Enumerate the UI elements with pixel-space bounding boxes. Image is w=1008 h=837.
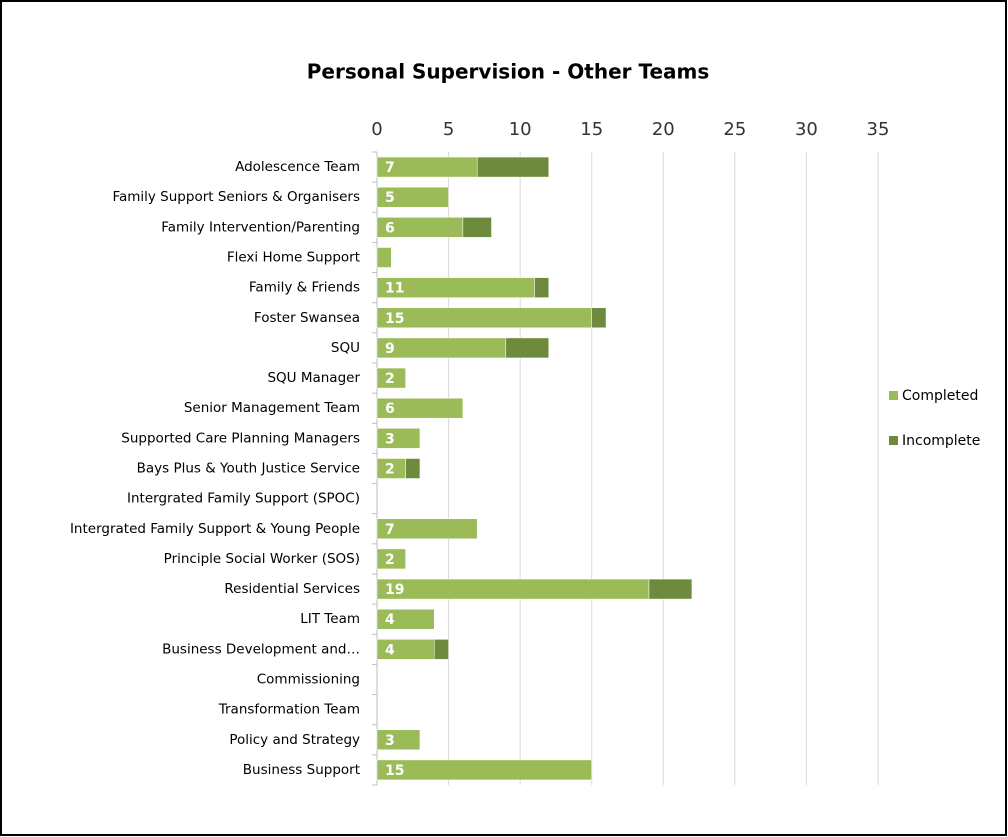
bar-segment bbox=[505, 337, 550, 359]
legend-label: Completed bbox=[902, 388, 978, 404]
category-label: Family Support Seniors & Organisers bbox=[112, 189, 360, 205]
category-label: Bays Plus & Youth Justice Service bbox=[137, 461, 360, 477]
category-label: Senior Management Team bbox=[184, 400, 360, 416]
data-label: 4 bbox=[385, 642, 395, 658]
x-tick-label: 35 bbox=[867, 119, 890, 140]
x-tick-label: 30 bbox=[795, 119, 818, 140]
bar-segment bbox=[376, 729, 421, 751]
category-label: SQU bbox=[331, 340, 360, 356]
bar-segment bbox=[376, 608, 435, 630]
bar-segment bbox=[376, 186, 449, 208]
bar-segment bbox=[376, 367, 406, 389]
x-tick-label: 20 bbox=[652, 119, 675, 140]
data-label: 7 bbox=[385, 160, 395, 176]
x-tick-label: 5 bbox=[443, 119, 454, 140]
data-label: 2 bbox=[385, 552, 395, 568]
bar-segment bbox=[405, 458, 421, 479]
category-label: Supported Care Planning Managers bbox=[121, 430, 360, 446]
bar-segment bbox=[376, 428, 421, 449]
data-label: 5 bbox=[385, 190, 395, 206]
data-label: 19 bbox=[385, 582, 404, 598]
data-label: 11 bbox=[385, 281, 404, 297]
bar-segment bbox=[376, 518, 478, 540]
category-label: LIT Team bbox=[300, 611, 360, 627]
data-label: 15 bbox=[385, 311, 404, 327]
data-label: 3 bbox=[385, 431, 395, 447]
data-label: 3 bbox=[385, 733, 395, 749]
bar-segment bbox=[476, 156, 550, 178]
bar-segment bbox=[376, 578, 650, 600]
legend-label: Incomplete bbox=[902, 433, 980, 449]
bar-segment bbox=[376, 548, 406, 570]
data-label: 15 bbox=[385, 763, 404, 779]
data-label: 2 bbox=[385, 371, 395, 387]
category-label: Foster Swansea bbox=[254, 310, 360, 326]
data-label: 7 bbox=[385, 522, 395, 538]
bar-segment bbox=[376, 759, 592, 781]
category-label: Intergrated Family Support & Young Peopl… bbox=[70, 521, 360, 537]
data-label: 2 bbox=[385, 462, 395, 478]
category-label: Commissioning bbox=[257, 672, 360, 688]
bar-segment bbox=[376, 307, 592, 329]
category-label: Principle Social Worker (SOS) bbox=[164, 551, 360, 567]
bar-segment bbox=[376, 397, 464, 419]
category-label: Transformation Team bbox=[218, 702, 360, 718]
category-label: Residential Services bbox=[224, 581, 360, 597]
category-label: Family Intervention/Parenting bbox=[161, 219, 360, 235]
category-label: Family & Friends bbox=[249, 280, 360, 296]
data-label: 6 bbox=[385, 401, 395, 417]
bar-segment bbox=[534, 277, 550, 298]
category-label: Business Development and… bbox=[162, 641, 360, 657]
bar-segment bbox=[591, 307, 607, 329]
legend-swatch bbox=[889, 436, 898, 445]
category-label: Adolescence Team bbox=[235, 159, 360, 175]
chart-title: Personal Supervision - Other Teams bbox=[307, 60, 710, 84]
x-tick-label: 0 bbox=[371, 119, 382, 140]
category-label: Flexi Home Support bbox=[227, 250, 360, 266]
x-tick-label: 10 bbox=[509, 119, 532, 140]
data-label: 6 bbox=[385, 220, 395, 236]
category-label: SQU Manager bbox=[267, 370, 360, 386]
category-label: Business Support bbox=[243, 762, 360, 778]
data-label: 4 bbox=[385, 612, 395, 628]
data-label: 9 bbox=[385, 341, 395, 357]
x-tick-label: 25 bbox=[723, 119, 746, 140]
category-label: Policy and Strategy bbox=[229, 732, 360, 748]
bar-segment bbox=[434, 639, 449, 660]
bar-segment bbox=[376, 247, 392, 268]
bar-segment bbox=[376, 337, 507, 359]
bar-segment bbox=[648, 578, 693, 600]
category-label: Intergrated Family Support (SPOC) bbox=[127, 491, 360, 507]
bar-segment bbox=[462, 217, 492, 238]
x-tick-label: 15 bbox=[580, 119, 603, 140]
legend-swatch bbox=[889, 391, 898, 400]
